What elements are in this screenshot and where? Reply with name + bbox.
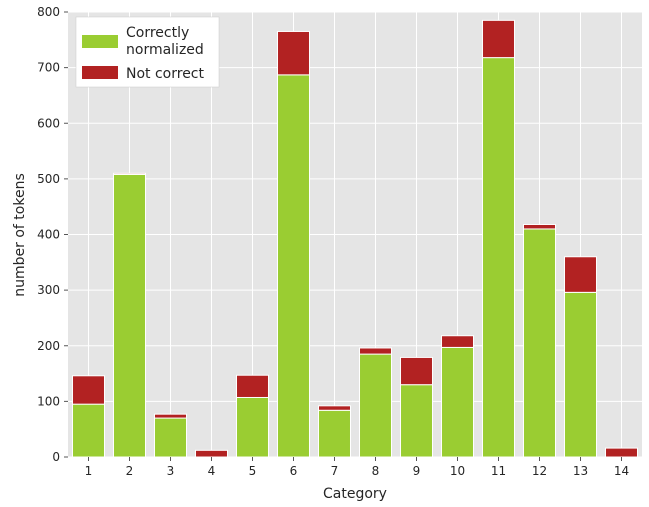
bar-correct — [72, 403, 105, 458]
y-tick-label: 100 — [37, 394, 60, 408]
bar-not-correct — [564, 256, 597, 293]
bar-not-correct — [195, 449, 228, 458]
x-tick-label: 14 — [614, 464, 629, 478]
bar-not-correct — [236, 374, 269, 398]
bar-correct — [400, 384, 433, 458]
bar-not-correct — [154, 413, 187, 419]
x-tick-label: 1 — [85, 464, 93, 478]
x-tick-label: 10 — [450, 464, 465, 478]
legend-label-correct: Correctly normalized — [126, 25, 204, 58]
x-tick-label: 3 — [167, 464, 175, 478]
x-tick-label: 9 — [413, 464, 421, 478]
x-tick-label: 4 — [208, 464, 216, 478]
bar-correct — [441, 346, 474, 458]
bar-not-correct — [400, 356, 433, 386]
bar-not-correct — [113, 172, 146, 175]
y-tick-label: 400 — [37, 228, 60, 242]
bar-correct — [277, 74, 310, 458]
x-tick-label: 12 — [532, 464, 547, 478]
legend-swatch-correct — [82, 35, 118, 48]
bars — [72, 19, 638, 458]
legend: Correctly normalized Not correct — [75, 16, 220, 88]
bar-not-correct — [441, 335, 474, 348]
y-tick-label: 300 — [37, 283, 60, 297]
y-tick-label: 0 — [52, 450, 60, 464]
x-tick-label: 2 — [126, 464, 134, 478]
bar-correct — [318, 409, 351, 458]
y-tick-label: 600 — [37, 116, 60, 130]
bar-not-correct — [359, 347, 392, 355]
x-tick-label: 5 — [249, 464, 257, 478]
y-tick-label: 800 — [37, 5, 60, 19]
y-tick-label: 700 — [37, 61, 60, 75]
bar-correct — [564, 291, 597, 458]
bar-correct — [154, 417, 187, 458]
bar-not-correct — [277, 30, 310, 76]
legend-swatch-not-correct — [82, 66, 118, 79]
bar-not-correct — [605, 447, 638, 458]
bar-correct — [523, 228, 556, 458]
y-axis-label: number of tokens — [12, 173, 28, 296]
x-tick-label: 13 — [573, 464, 588, 478]
bar-correct — [359, 353, 392, 458]
bar-correct — [236, 396, 269, 458]
bar-correct — [482, 57, 515, 458]
y-tick-label: 500 — [37, 172, 60, 186]
legend-label-not-correct: Not correct — [126, 66, 205, 82]
bar-not-correct — [318, 405, 351, 411]
x-tick-label: 11 — [491, 464, 506, 478]
x-tick-label: 7 — [331, 464, 339, 478]
x-tick-label: 8 — [372, 464, 380, 478]
bar-correct — [113, 173, 146, 458]
y-tick-label: 200 — [37, 339, 60, 353]
bar-not-correct — [72, 375, 105, 405]
x-tick-label: 6 — [290, 464, 298, 478]
x-axis-label: Category — [323, 486, 387, 502]
bar-not-correct — [482, 19, 515, 59]
bar-not-correct — [523, 223, 556, 230]
